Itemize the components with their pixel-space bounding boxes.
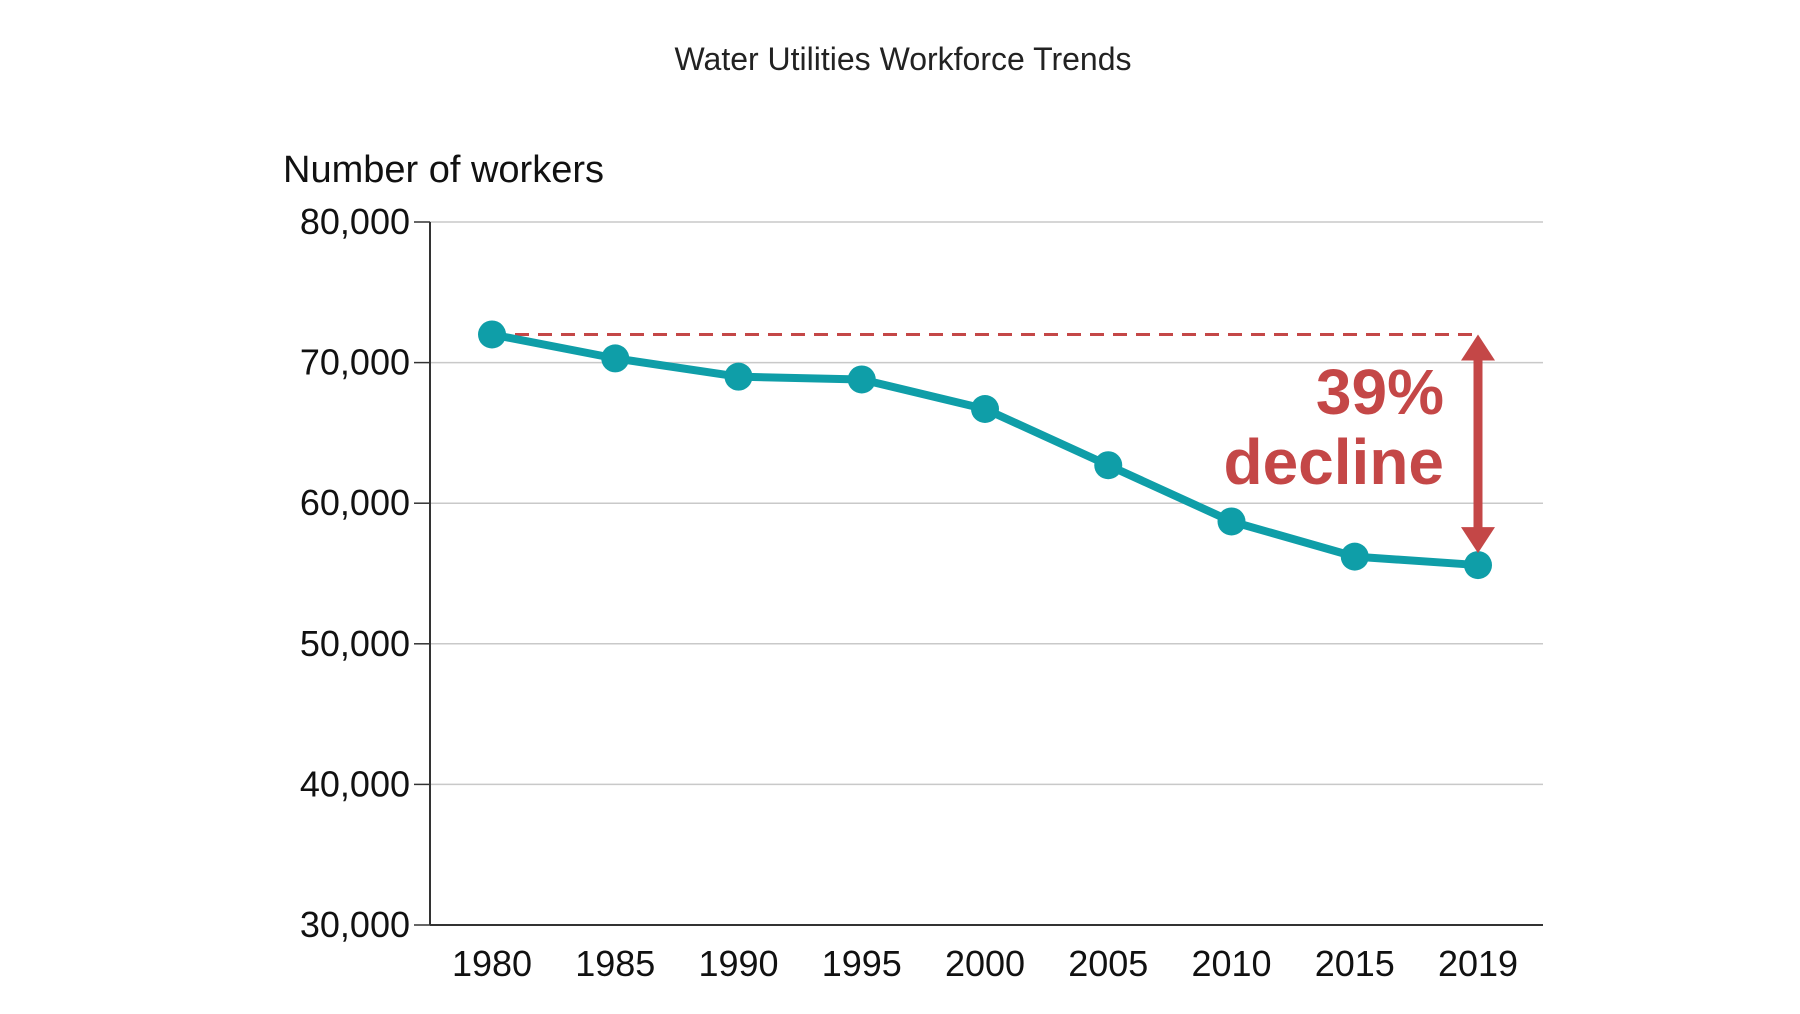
x-tick-label: 2005 (1068, 943, 1148, 984)
x-tick-label: 1990 (698, 943, 778, 984)
data-point (478, 320, 506, 349)
x-tick-label: 2019 (1438, 943, 1518, 984)
x-tick-label: 1995 (822, 943, 902, 984)
data-point (1340, 542, 1369, 571)
data-point (847, 365, 876, 394)
y-tick-label: 70,000 (300, 342, 410, 383)
y-tick-label: 60,000 (300, 482, 410, 523)
x-tick-label: 2010 (1191, 943, 1271, 984)
y-tick-label: 40,000 (300, 763, 410, 804)
y-tick-label: 50,000 (300, 623, 410, 664)
y-axis-label: Number of workers (283, 149, 604, 191)
axes (414, 221, 1543, 926)
decline-arrow-head-down (1461, 527, 1495, 554)
y-tick-label: 80,000 (300, 201, 410, 242)
gridlines (430, 221, 1543, 786)
series-layer (478, 320, 1492, 580)
y-tick-label: 30,000 (300, 904, 410, 945)
y-tick-labels: 80,000 70,000 60,000 50,000 40,000 30,000 (300, 201, 410, 945)
data-point (601, 344, 630, 373)
x-tick-label: 1985 (575, 943, 655, 984)
x-tick-label: 1980 (452, 943, 532, 984)
x-tick-labels: 1980 1985 1990 1995 2000 2005 2010 2015 2019 (452, 943, 1518, 984)
data-point (971, 394, 999, 423)
data-point (1217, 507, 1246, 536)
data-point (1464, 551, 1492, 580)
decline-arrow-head-up (1461, 334, 1495, 361)
annotation-percent: 39% (1316, 356, 1444, 428)
x-tick-label: 2015 (1315, 943, 1395, 984)
chart-title: Water Utilities Workforce Trends (675, 41, 1132, 77)
x-tick-label: 2000 (945, 943, 1025, 984)
data-point (1094, 451, 1123, 480)
decline-annotation: 39% decline (1223, 334, 1495, 554)
data-point (724, 362, 753, 391)
annotation-word: decline (1223, 426, 1444, 498)
